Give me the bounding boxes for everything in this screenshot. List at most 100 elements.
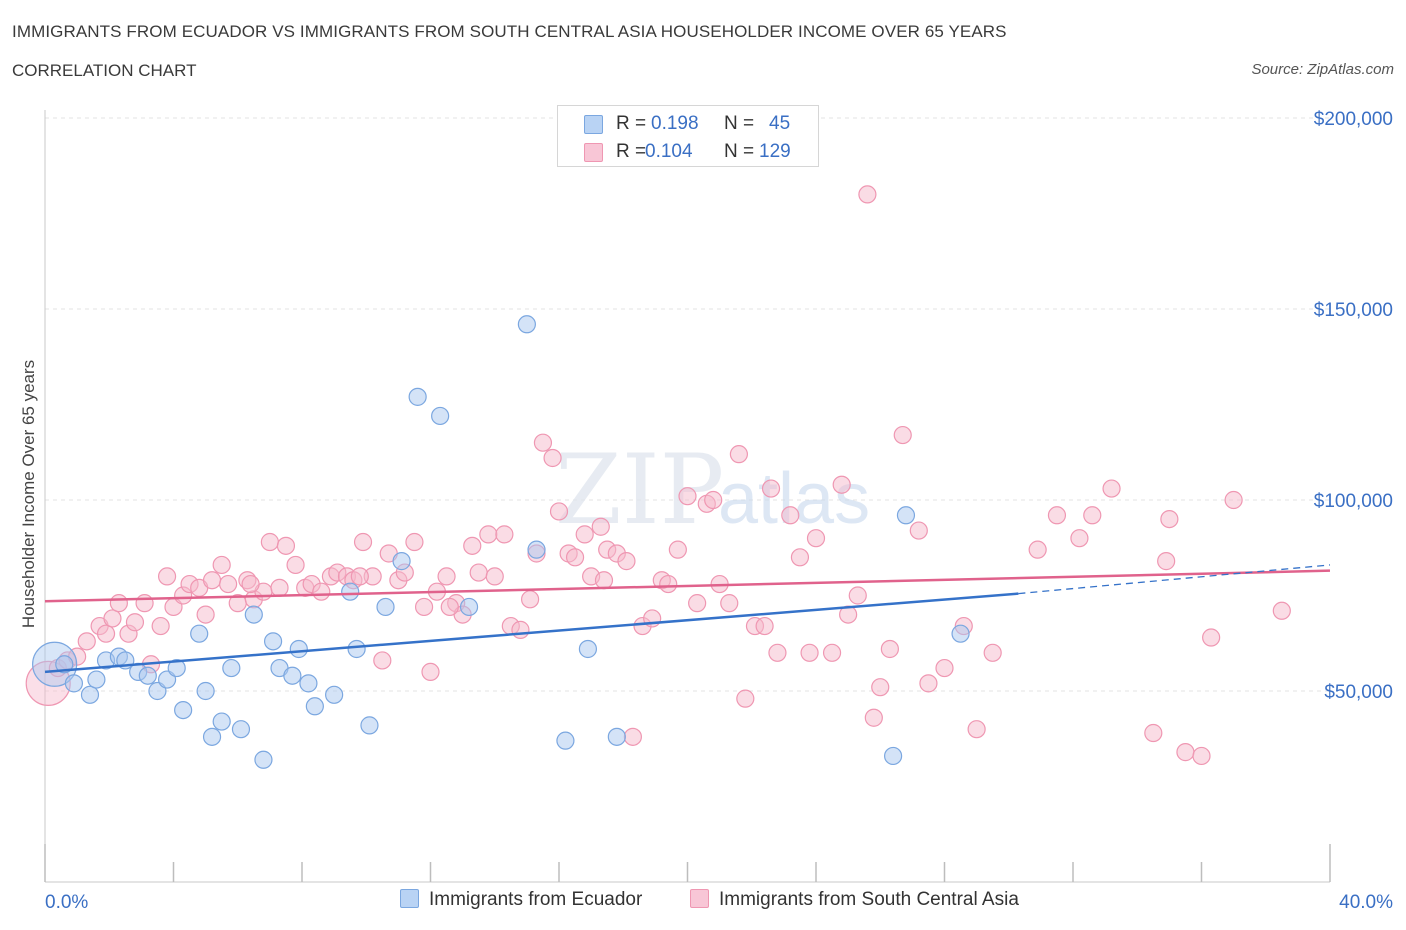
- ecuador-point: [263, 632, 283, 651]
- ecuador-point: [64, 674, 84, 693]
- bottom-legend-asia: Immigrants from South Central Asia: [690, 889, 1019, 911]
- bottom-legend-swatch-asia: [690, 889, 709, 908]
- asia-point: [1176, 743, 1195, 762]
- asia-point: [729, 445, 749, 464]
- asia-point: [353, 532, 373, 552]
- asia-point: [125, 613, 145, 632]
- asia-point: [373, 651, 392, 670]
- asia-point: [790, 548, 810, 567]
- asia-point: [286, 555, 305, 575]
- ecuador-point: [190, 624, 209, 643]
- ecuador-point: [202, 727, 222, 746]
- asia-point: [260, 532, 279, 552]
- asia-point: [1028, 540, 1047, 559]
- asia-point: [781, 506, 800, 525]
- trend-line-ecuador-extension: [1018, 564, 1331, 595]
- asia-point: [1102, 479, 1121, 498]
- y-tick-label: $150,000: [1314, 300, 1393, 321]
- ecuador-point: [883, 746, 903, 766]
- asia-point: [594, 571, 614, 590]
- asia-point: [543, 448, 562, 468]
- asia-point: [1192, 746, 1211, 766]
- asia-point: [858, 185, 877, 204]
- asia-point: [720, 594, 739, 613]
- trend-line-asia: [44, 569, 1331, 603]
- ecuador-point: [222, 658, 241, 678]
- ecuador-point: [527, 540, 546, 559]
- asia-point: [909, 521, 928, 540]
- asia-point: [935, 658, 954, 678]
- asia-point: [157, 567, 177, 586]
- ecuador-point: [196, 681, 215, 701]
- ecuador-point: [517, 315, 536, 334]
- asia-point: [1083, 506, 1102, 525]
- legend-n-value-ecuador: 45: [769, 113, 791, 134]
- asia-point: [967, 720, 986, 739]
- asia-point: [219, 574, 238, 594]
- legend-swatch-asia: [584, 143, 603, 162]
- asia-point: [77, 632, 96, 651]
- asia-point: [96, 624, 116, 643]
- ecuador-point: [231, 720, 251, 739]
- tick-labels: $50,000 $100,000 $150,000 $200,000 0.0% 40.0%: [45, 109, 1393, 913]
- bottom-legend-label-asia: Immigrants from South Central Asia: [719, 889, 1019, 910]
- bottom-legend-swatch-ecuador: [400, 889, 419, 908]
- legend-swatch-ecuador: [584, 115, 603, 134]
- asia-point: [575, 525, 594, 544]
- legend-r-value-ecuador: 0.198: [651, 113, 699, 134]
- ecuador-point: [408, 387, 427, 406]
- asia-point: [617, 552, 636, 571]
- legend-r-label: R =: [616, 141, 647, 162]
- ecuador-point: [167, 658, 186, 678]
- ecuador-point: [376, 597, 395, 617]
- asia-point: [848, 586, 867, 605]
- asia-point: [469, 563, 488, 582]
- ecuador-point: [138, 666, 157, 685]
- ecuador-point: [325, 685, 344, 704]
- asia-point: [1047, 506, 1067, 525]
- asia-point: [678, 487, 697, 506]
- ecuador-point: [431, 406, 450, 426]
- ecuador-point: [289, 639, 308, 659]
- ecuador-point: [254, 750, 273, 769]
- legend-r-value-asia: 0.104: [645, 141, 693, 162]
- ecuador-point: [347, 639, 366, 659]
- asia-point: [350, 567, 369, 586]
- ecuador-point: [556, 731, 575, 750]
- asia-point: [983, 643, 1002, 662]
- asia-point: [270, 578, 289, 597]
- asia-point: [202, 571, 222, 590]
- ecuador-point: [244, 605, 263, 624]
- ecuador-point: [55, 655, 74, 674]
- asia-point: [276, 536, 296, 555]
- asia-point: [485, 567, 504, 586]
- ecuador-point: [896, 506, 916, 525]
- legend-n-label: N =: [724, 141, 755, 162]
- chart-subtitle: CORRELATION CHART: [12, 61, 197, 80]
- ecuador-point: [32, 641, 78, 687]
- asia-point: [822, 643, 842, 662]
- asia-point: [495, 525, 514, 544]
- asia-point: [736, 689, 755, 708]
- asia-point: [565, 548, 585, 567]
- ecuador-point: [299, 674, 318, 693]
- asia-point: [864, 708, 883, 727]
- ecuador-point: [607, 727, 626, 746]
- asia-point: [437, 567, 456, 586]
- bottom-legend-ecuador: Immigrants from Ecuador: [400, 889, 642, 911]
- asia-point: [421, 662, 440, 682]
- watermark: ZIP atlas: [555, 434, 870, 546]
- ecuador-point: [951, 624, 970, 643]
- asia-point: [704, 490, 723, 510]
- ecuador-point: [80, 685, 100, 704]
- asia-point: [405, 532, 424, 552]
- asia-point: [1272, 601, 1291, 620]
- asia-point: [241, 574, 260, 594]
- asia-point: [440, 597, 459, 617]
- asia-point: [196, 605, 215, 624]
- asia-point: [623, 727, 642, 746]
- asia-point: [135, 594, 154, 613]
- x-tick-label-min: 0.0%: [45, 892, 88, 913]
- axes: [44, 110, 1331, 883]
- asia-point: [871, 678, 890, 697]
